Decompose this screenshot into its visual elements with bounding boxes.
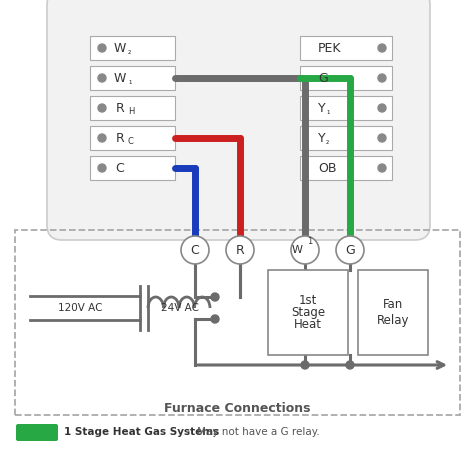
Text: 120V AC: 120V AC [58, 303, 102, 313]
Text: Relay: Relay [377, 314, 409, 327]
Bar [300, 126, 392, 150]
Circle shape [378, 74, 386, 82]
Text: C: C [191, 243, 200, 256]
Bar [90, 126, 175, 150]
Circle shape [378, 134, 386, 142]
Bar [15, 230, 460, 415]
Text: Heat: Heat [294, 318, 322, 331]
Text: W: W [114, 72, 126, 85]
Circle shape [291, 236, 319, 264]
Text: G: G [345, 243, 355, 256]
Text: G: G [318, 72, 328, 85]
Circle shape [336, 236, 364, 264]
Bar [358, 270, 428, 355]
Text: W: W [292, 245, 303, 255]
Text: W: W [114, 42, 126, 55]
Text: 1: 1 [307, 237, 312, 246]
Text: ·  May not have a G relay.: · May not have a G relay. [184, 427, 320, 437]
Bar [268, 270, 348, 355]
Bar [300, 66, 392, 90]
FancyBboxPatch shape [47, 0, 430, 240]
Text: 1st: 1st [299, 294, 317, 307]
Circle shape [378, 44, 386, 52]
Bar [300, 36, 392, 60]
Circle shape [98, 74, 106, 82]
Circle shape [98, 104, 106, 112]
FancyBboxPatch shape [16, 424, 58, 441]
Text: Fan: Fan [383, 298, 403, 311]
Text: R: R [116, 132, 124, 145]
Text: OB: OB [318, 162, 337, 175]
Text: Stage: Stage [291, 306, 325, 319]
Circle shape [378, 104, 386, 112]
Text: C: C [116, 162, 124, 175]
Bar [90, 96, 175, 120]
Circle shape [98, 44, 106, 52]
Circle shape [211, 293, 219, 301]
Text: ₁: ₁ [326, 108, 329, 116]
Text: H: H [128, 108, 134, 116]
Circle shape [98, 134, 106, 142]
Text: ₂: ₂ [128, 48, 131, 56]
Text: Y: Y [318, 102, 326, 115]
Bar [90, 36, 175, 60]
Bar [300, 156, 392, 180]
Text: ₂: ₂ [326, 138, 329, 146]
Circle shape [98, 164, 106, 172]
Text: R: R [116, 102, 124, 115]
Text: ₁: ₁ [128, 78, 131, 86]
Text: C: C [128, 138, 134, 146]
Text: Furnace Connections: Furnace Connections [164, 401, 310, 414]
Circle shape [346, 361, 354, 369]
Text: PEK: PEK [318, 42, 341, 55]
Circle shape [226, 236, 254, 264]
Circle shape [211, 315, 219, 323]
Text: 1 Stage Heat Gas Systems: 1 Stage Heat Gas Systems [64, 427, 219, 437]
Circle shape [181, 236, 209, 264]
Text: Y: Y [318, 132, 326, 145]
Bar [90, 66, 175, 90]
Text: 24V AC: 24V AC [161, 303, 199, 313]
Text: R: R [236, 243, 245, 256]
Bar [300, 96, 392, 120]
Circle shape [378, 164, 386, 172]
Circle shape [301, 361, 309, 369]
Bar [90, 156, 175, 180]
